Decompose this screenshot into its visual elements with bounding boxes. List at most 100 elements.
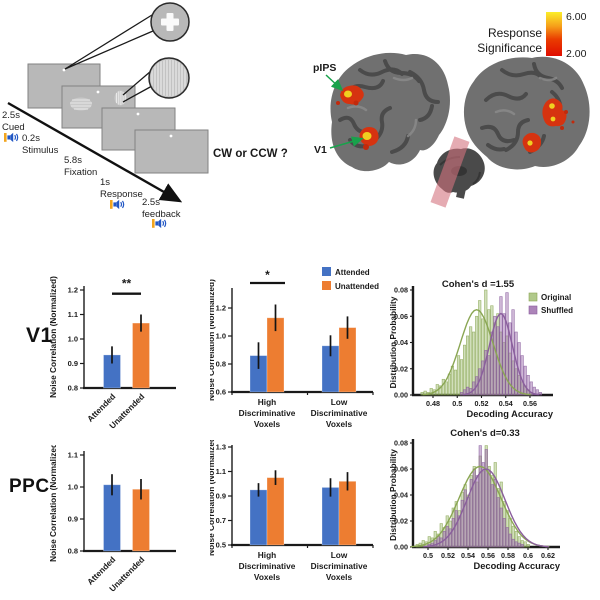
hist-bin-original: [469, 326, 473, 396]
bar-unattended: [338, 480, 357, 546]
legend-swatch: [322, 281, 331, 290]
fit-curve-shuffled: [423, 468, 549, 548]
x-tick-label: 0.56: [481, 551, 495, 560]
hist-bin-shuffled: [514, 541, 518, 548]
colorbar-title-line1: Response: [488, 26, 542, 40]
right-v1-activation: [522, 120, 575, 153]
row-label-ppc: PPC: [9, 476, 50, 497]
y-tick-label: 0.04: [394, 338, 408, 347]
hist-bin-shuffled: [454, 510, 458, 548]
hist-bin-shuffled: [469, 479, 473, 548]
hist-bin-original: [438, 385, 442, 396]
y-axis-label: Distribution Probability: [390, 296, 398, 388]
y-tick-label: 0.06: [394, 312, 408, 321]
v1-decoding-histogram: 0.00 0.02 0.04 0.06 0.08 0.48 0.5 0.52 0.54 0.56 C…: [390, 279, 573, 419]
y-tick-label: 1.1: [68, 451, 78, 460]
y-tick-label: 0.9: [68, 359, 78, 368]
hist-bin-original: [450, 365, 455, 396]
row-label-v1: V1: [26, 324, 53, 347]
ppc-attention-bar-chart: 0.8 0.9 1.0 1.1 Noise Correlation (Normalize…: [48, 445, 176, 594]
hist-bin-shuffled: [484, 449, 488, 548]
hist-bin-shuffled: [466, 386, 470, 396]
hist-bin-shuffled: [505, 292, 509, 396]
legend-label: Unattended: [335, 282, 379, 291]
legend-swatch: [322, 267, 331, 276]
grating-callout: [148, 57, 190, 99]
hist-bin-shuffled: [448, 528, 452, 548]
colorbar-min: 2.00: [566, 48, 587, 60]
step-time: 2.5s: [2, 110, 20, 121]
fit-curve-original: [410, 465, 550, 548]
y-tick-label: 1.2: [216, 304, 226, 313]
hist-bin-shuffled: [493, 315, 497, 396]
hist-bin-shuffled: [502, 313, 506, 396]
hist-bin-shuffled: [451, 518, 455, 548]
hist-bin-shuffled: [508, 533, 512, 548]
category-label: Voxels: [254, 572, 281, 582]
step-label: Cued: [2, 122, 25, 133]
x-axis-label: Decoding Accuracy: [467, 409, 554, 419]
legend-label: Original: [541, 293, 571, 302]
x-tick-label: 0.58: [501, 551, 515, 560]
hist-bin-shuffled: [484, 350, 488, 396]
colorbar-title-line2: Significance: [477, 41, 542, 55]
hist-bin-original: [429, 388, 433, 396]
category-label: High: [258, 397, 276, 407]
hist-bin-shuffled: [460, 499, 464, 548]
ppc-decoding-histogram: 0.00 0.02 0.04 0.06 0.08 0.5 0.52 0.54 0.56 0.58 0…: [390, 428, 561, 571]
x-axis-label: Decoding Accuracy: [474, 561, 561, 571]
category-label: Discriminative: [311, 408, 368, 418]
x-tick-label: 0.54: [499, 399, 513, 408]
step-time: 5.8s: [64, 155, 82, 166]
y-tick-label: 1.2: [68, 286, 78, 295]
hist-bin-shuffled: [508, 322, 512, 396]
y-axis-label: Noise Correlation (Normalized): [210, 440, 216, 556]
hist-bin-shuffled: [481, 360, 485, 396]
x-tick-label: 0.5: [423, 551, 433, 560]
pips-activation: [336, 85, 364, 106]
y-tick-label: 0.8: [216, 360, 226, 369]
step-time: 0.2s: [22, 133, 40, 144]
chart-title: Cohen's d=0.33: [450, 428, 520, 439]
y-tick-label: 0.04: [394, 491, 408, 500]
hist-bin-shuffled: [490, 331, 494, 396]
category-label: Discriminative: [239, 408, 296, 418]
hist-bin-original: [421, 540, 425, 548]
step-label: Stimulus: [22, 145, 59, 156]
brain-activation-panel: pIPS V1 6.00 2.00 Response Significance: [313, 11, 590, 208]
y-tick-label: 0.9: [68, 515, 78, 524]
fixation-cross-callout: [150, 2, 190, 42]
hist-bin-shuffled: [496, 497, 500, 548]
hist-bin-original: [523, 541, 527, 548]
left-hemisphere: [330, 52, 450, 172]
bar-attended: [249, 489, 268, 546]
hist-bin-original: [463, 344, 467, 396]
colorbar: 6.00 2.00 Response Significance: [477, 11, 586, 60]
y-tick-label: 1.0: [68, 335, 78, 344]
category-label: High: [258, 550, 276, 560]
right-hemisphere: [463, 56, 590, 170]
legend-label: Attended: [335, 268, 370, 277]
fixation-dots: [62, 68, 173, 138]
task-question: CW or CCW ?: [213, 148, 288, 160]
y-axis-label: Noise Correlation (Normalized): [48, 445, 58, 562]
timeline-labels: 2.5s Cued 0.2s Stimulus 5.8s Fixation 1s…: [2, 110, 181, 220]
slice-plane: [430, 136, 470, 208]
fit-curve-shuffled: [462, 312, 539, 396]
x-tick-label: 0.56: [523, 399, 537, 408]
fit-curve-original: [422, 308, 531, 396]
hist-bin-shuffled: [505, 527, 509, 548]
hist-bin-shuffled: [532, 386, 536, 396]
category-label: Voxels: [326, 572, 353, 582]
hist-bin-shuffled: [478, 445, 482, 548]
x-tick-label: 0.48: [426, 399, 440, 408]
step-time: 1s: [100, 177, 110, 188]
hist-bin-shuffled: [481, 462, 485, 548]
category-label: Discriminative: [239, 561, 296, 571]
y-tick-label: 0.02: [394, 364, 408, 373]
hist-bin-original: [456, 355, 461, 396]
bar-unattended: [132, 322, 150, 389]
hist-bin-shuffled: [487, 355, 491, 396]
step-label: Response: [100, 189, 143, 200]
